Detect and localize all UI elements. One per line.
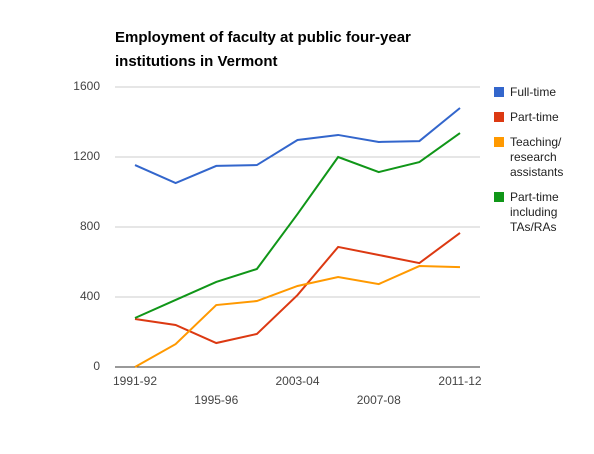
y-tick-label: 800 <box>80 219 100 233</box>
legend-swatch <box>494 112 504 122</box>
x-tick-label: 2003-04 <box>275 374 319 388</box>
series-line <box>134 265 461 368</box>
x-tick-label: 2007-08 <box>357 393 401 407</box>
series-line <box>134 232 461 345</box>
chart-title: Employment of faculty at public four-yea… <box>115 29 411 70</box>
legend-swatch <box>494 87 504 97</box>
legend-label: Teaching/ research assistants <box>510 135 564 179</box>
legend-label: Part-time including TAs/RAs <box>510 190 559 234</box>
y-tick-label: 0 <box>93 359 100 373</box>
legend: Full-time Part-time Teaching/ research ass… <box>494 85 584 245</box>
legend-swatch <box>494 192 504 202</box>
series-line <box>134 107 461 185</box>
legend-swatch <box>494 137 504 147</box>
y-tick-label: 1200 <box>73 149 100 163</box>
x-tick-label: 1991-92 <box>113 374 157 388</box>
legend-label: Part-time <box>510 110 559 124</box>
legend-item: Part-time including TAs/RAs <box>494 190 584 235</box>
legend-label: Full-time <box>510 85 557 99</box>
legend-item: Full-time <box>494 85 584 100</box>
x-tick-label: 1995-96 <box>194 393 238 407</box>
legend-item: Part-time <box>494 110 584 125</box>
legend-item: Teaching/ research assistants <box>494 135 584 180</box>
y-tick-label: 400 <box>80 289 100 303</box>
series-line <box>134 132 461 319</box>
y-tick-label: 1600 <box>73 79 100 93</box>
x-tick-label: 2011-12 <box>438 374 481 388</box>
